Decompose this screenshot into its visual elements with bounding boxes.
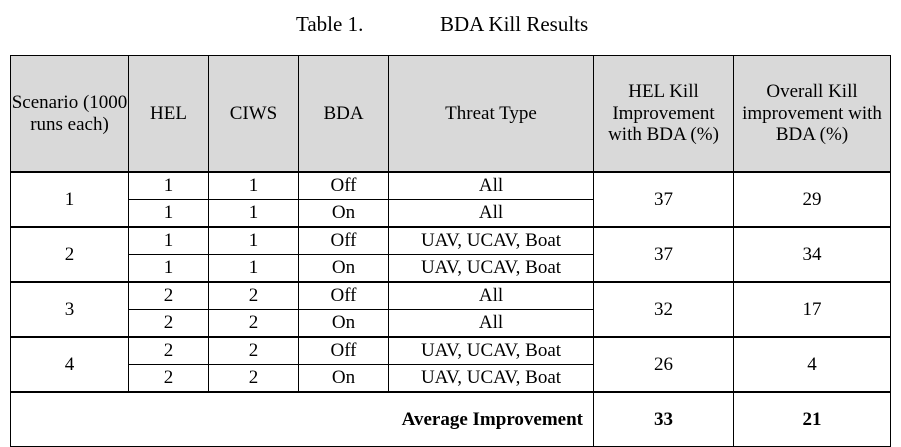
- ciws-count: 1: [208, 254, 299, 283]
- threat-type: All: [388, 309, 594, 338]
- hel-count: 1: [128, 199, 209, 228]
- hel-count: 2: [128, 364, 209, 393]
- table-body: 1 1 1 Off All 37 29 1 1 On All 2 1 1 Off UAV, UCAV, Boa…: [10, 171, 891, 447]
- average-overall-improvement: 21: [733, 391, 891, 447]
- bda-status: On: [298, 309, 389, 338]
- table-number: Table 1.: [296, 12, 364, 36]
- hel-improvement: 32: [593, 281, 734, 338]
- hel-count: 1: [128, 226, 209, 255]
- average-label: Average Improvement: [10, 391, 594, 447]
- table-caption: Table 1. BDA Kill Results: [0, 12, 901, 40]
- scenario-id: 4: [10, 336, 129, 393]
- ciws-count: 2: [208, 309, 299, 338]
- hel-improvement: 37: [593, 226, 734, 283]
- hel-count: 1: [128, 171, 209, 200]
- bda-status: Off: [298, 281, 389, 310]
- bda-status: Off: [298, 171, 389, 200]
- bda-status: On: [298, 199, 389, 228]
- bda-status: On: [298, 254, 389, 283]
- hel-count: 2: [128, 309, 209, 338]
- threat-type: UAV, UCAV, Boat: [388, 226, 594, 255]
- average-row: Average Improvement 33 21: [10, 391, 891, 447]
- overall-improvement: 17: [733, 281, 891, 338]
- overall-improvement: 34: [733, 226, 891, 283]
- table-row: 2 1 1 Off UAV, UCAV, Boat 37 34: [10, 226, 891, 283]
- header-overall-improvement: Overall Kill improvement with BDA (%): [733, 55, 891, 173]
- table-title: BDA Kill Results: [440, 12, 589, 36]
- table-row: 1 1 On UAV, UCAV, Boat: [11, 254, 891, 283]
- header-bda: BDA: [298, 55, 389, 173]
- scenario-id: 1: [10, 171, 129, 228]
- header-scenario: Scenario (1000 runs each): [10, 55, 129, 173]
- ciws-count: 2: [208, 281, 299, 310]
- ciws-count: 2: [208, 336, 299, 365]
- bda-status: Off: [298, 226, 389, 255]
- scenario-id: 2: [10, 226, 129, 283]
- threat-type: UAV, UCAV, Boat: [388, 254, 594, 283]
- ciws-count: 1: [208, 171, 299, 200]
- ciws-count: 2: [208, 364, 299, 393]
- ciws-count: 1: [208, 199, 299, 228]
- table-row: 3 2 2 Off All 32 17: [10, 281, 891, 338]
- header-ciws: CIWS: [208, 55, 299, 173]
- header-hel: HEL: [128, 55, 209, 173]
- header-hel-improvement: HEL Kill Improvement with BDA (%): [593, 55, 734, 173]
- scenario-id: 3: [10, 281, 129, 338]
- threat-type: All: [388, 281, 594, 310]
- hel-count: 2: [128, 281, 209, 310]
- header-row: Scenario (1000 runs each) HEL CIWS BDA T…: [10, 55, 891, 173]
- table-row: 2 2 On All: [11, 309, 891, 338]
- hel-improvement: 37: [593, 171, 734, 228]
- table-row: 1 1 1 Off All 37 29: [10, 171, 891, 228]
- bda-status: On: [298, 364, 389, 393]
- table-row: 2 2 On UAV, UCAV, Boat: [11, 364, 891, 393]
- bda-kill-results-table: Scenario (1000 runs each) HEL CIWS BDA T…: [10, 55, 891, 447]
- threat-type: All: [388, 199, 594, 228]
- header-threat-type: Threat Type: [388, 55, 594, 173]
- ciws-count: 1: [208, 226, 299, 255]
- hel-improvement: 26: [593, 336, 734, 393]
- average-hel-improvement: 33: [593, 391, 734, 447]
- hel-count: 2: [128, 336, 209, 365]
- threat-type: UAV, UCAV, Boat: [388, 364, 594, 393]
- hel-count: 1: [128, 254, 209, 283]
- threat-type: UAV, UCAV, Boat: [388, 336, 594, 365]
- overall-improvement: 4: [733, 336, 891, 393]
- bda-status: Off: [298, 336, 389, 365]
- threat-type: All: [388, 171, 594, 200]
- table-row: 4 2 2 Off UAV, UCAV, Boat 26 4: [10, 336, 891, 393]
- overall-improvement: 29: [733, 171, 891, 228]
